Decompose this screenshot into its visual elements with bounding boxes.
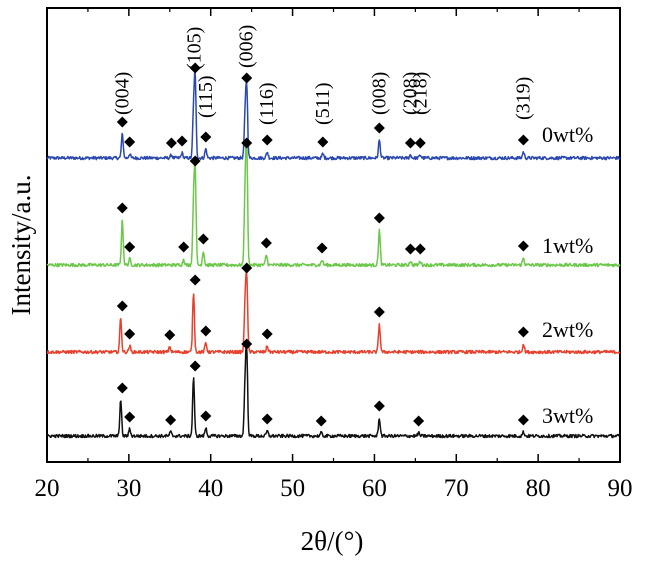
series-label: 1wt%	[542, 233, 593, 258]
peak-marker	[404, 137, 416, 149]
series-line-4	[46, 342, 621, 439]
peak-marker	[517, 414, 529, 426]
peak-marker	[373, 306, 385, 318]
peak-marker	[116, 300, 128, 312]
peak-marker	[260, 237, 272, 249]
peak-marker	[373, 400, 385, 412]
peak-marker	[124, 241, 136, 253]
x-tick-label: 90	[608, 475, 633, 502]
peak-marker	[124, 411, 136, 423]
series-label: 0wt%	[542, 122, 593, 147]
peak-marker	[164, 329, 176, 341]
peak-marker	[124, 136, 136, 148]
peak-marker	[315, 415, 327, 427]
y-axis-title: Intensity/a.u.	[6, 175, 36, 316]
peak-marker	[414, 137, 426, 149]
x-tick-label: 40	[198, 475, 223, 502]
peak-marker	[241, 338, 253, 350]
peak-marker	[241, 72, 253, 84]
peak-marker	[517, 326, 529, 338]
reflection-label: (105)	[183, 27, 205, 70]
peak-marker	[200, 410, 212, 422]
peak-marker	[189, 274, 201, 286]
peak-marker	[373, 212, 385, 224]
peak-marker	[189, 62, 201, 74]
x-axis-ticks: 20 30 40 50 60 70 80 90	[35, 8, 633, 502]
series-traces	[46, 68, 621, 439]
peak-marker	[317, 136, 329, 148]
series-labels: 0wt% 1wt% 2wt% 3wt%	[542, 122, 593, 428]
peak-marker	[404, 243, 416, 255]
x-tick-label: 20	[35, 475, 60, 502]
peak-marker	[517, 240, 529, 252]
reflection-label: (319)	[512, 77, 534, 120]
peak-markers	[116, 62, 529, 427]
peak-marker	[200, 131, 212, 143]
series-line-1	[46, 68, 621, 161]
peak-marker	[200, 325, 212, 337]
reflection-label: (218)	[409, 72, 431, 115]
x-tick-label: 80	[526, 475, 551, 502]
reflection-labels: (004) (105) (115) (006) (116) (511) (008) (208)…	[111, 25, 534, 125]
peak-marker	[178, 241, 190, 253]
peak-marker	[124, 328, 136, 340]
peak-marker	[116, 202, 128, 214]
x-axis-title: 2θ/(°)	[301, 526, 364, 556]
peak-marker	[189, 155, 201, 167]
peak-marker	[414, 243, 426, 255]
x-tick-label: 30	[116, 475, 141, 502]
peak-marker	[413, 415, 425, 427]
reflection-label: (006)	[236, 25, 258, 68]
peak-marker	[165, 414, 177, 426]
peak-marker	[176, 135, 188, 147]
series-label: 2wt%	[542, 317, 593, 342]
reflection-label: (008)	[368, 72, 390, 115]
peak-marker	[116, 116, 128, 128]
peak-marker	[189, 360, 201, 372]
reflection-label: (115)	[195, 75, 217, 118]
reflection-label: (208)	[399, 72, 421, 115]
x-tick-label: 60	[362, 475, 387, 502]
series-line-3	[46, 269, 621, 355]
peak-marker	[261, 328, 273, 340]
peak-marker	[116, 382, 128, 394]
peak-marker	[241, 262, 253, 274]
reflection-label: (511)	[312, 82, 334, 125]
peak-marker	[316, 242, 328, 254]
peak-marker	[241, 137, 253, 149]
x-tick-label: 50	[280, 475, 305, 502]
series-line-2	[46, 138, 621, 268]
peak-marker	[373, 122, 385, 134]
reflection-label: (116)	[256, 82, 278, 125]
peak-marker	[517, 134, 529, 146]
peak-marker	[261, 134, 273, 146]
peak-marker	[165, 137, 177, 149]
peak-marker	[197, 233, 209, 245]
series-label: 3wt%	[542, 403, 593, 428]
peak-marker	[261, 413, 273, 425]
x-tick-label: 70	[444, 475, 469, 502]
reflection-label: (004)	[111, 72, 133, 115]
